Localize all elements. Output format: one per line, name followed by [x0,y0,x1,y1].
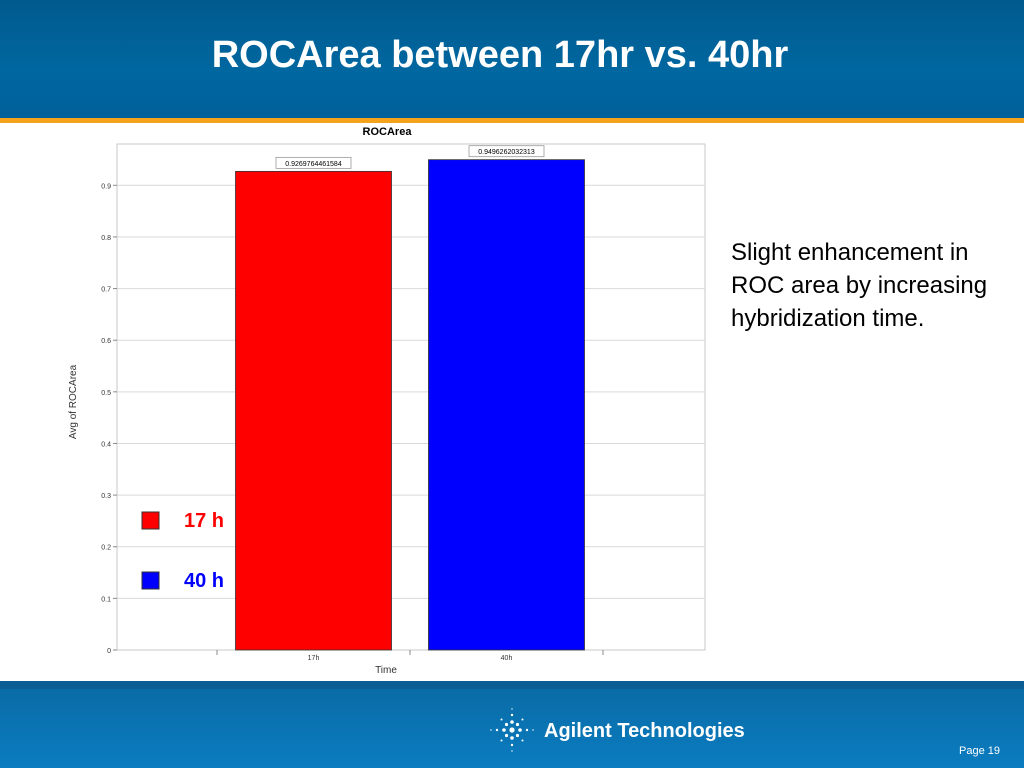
y-tick-label: 0.6 [101,338,111,345]
header-bar [0,0,1024,118]
data-label: 0.9269764461584 [285,161,342,168]
slide-title: ROCArea between 17hr vs. 40hr [211,34,789,76]
gridlines [117,184,705,599]
legend-label: 17 h [184,510,224,532]
y-tick-label: 0.4 [101,441,111,448]
data-label-box [275,156,352,169]
x-tick-label: 40h [501,655,513,662]
agilent-logo: Agilent Technologies [488,706,748,754]
brand-name: Agilent Technologies [544,720,745,742]
y-tick-label: 0 [107,648,111,655]
y-axis-ticks: 0 0.1 0.2 0.3 0.4 0.5 0.6 0.7 0.8 0.9 [101,183,117,655]
header-accent-line [0,118,1024,123]
chart-frame: ROCArea 0 0.1 0.2 0.3 0.4 0.5 0.6 0.7 0.8 0.9 0.9… [62,125,712,681]
agilent-spark-icon [490,708,534,752]
plot-area [116,143,706,651]
y-tick-label: 0.1 [101,596,111,603]
y-tick-label: 0.3 [101,493,111,500]
y-tick-label: 0.5 [101,390,111,397]
data-label: 0.9496262032313 [478,149,535,156]
x-axis-ticks: 17h 40h [216,650,604,662]
footer-band [0,681,1024,689]
slide-note: Slight enhancement in ROC area by increa… [731,239,988,332]
x-tick-label: 17h [308,655,320,662]
bar-chart: ROCArea 0 0.1 0.2 0.3 0.4 0.5 0.6 0.7 0.8 0.9 0.9… [68,126,706,676]
legend-swatch [141,511,160,530]
bar-17h [235,170,392,651]
y-tick-label: 0.2 [101,545,111,552]
y-tick-label: 0.9 [101,183,111,190]
x-axis-label: Time [375,665,397,676]
bar-40h [428,159,585,651]
page-number: Page 19 [959,745,1000,757]
legend-label: 40 h [184,570,224,592]
footer-bar [0,681,1024,768]
y-tick-label: 0.7 [101,287,111,294]
chart-title: ROCArea [363,126,413,138]
legend: 17 h 40 h [141,510,224,592]
legend-swatch [141,571,160,590]
data-label-box [468,145,545,158]
y-tick-label: 0.8 [101,235,111,242]
y-axis-label: Avg of ROCArea [68,364,79,439]
bars: 0.9269764461584 0.9496262032313 [235,145,585,651]
